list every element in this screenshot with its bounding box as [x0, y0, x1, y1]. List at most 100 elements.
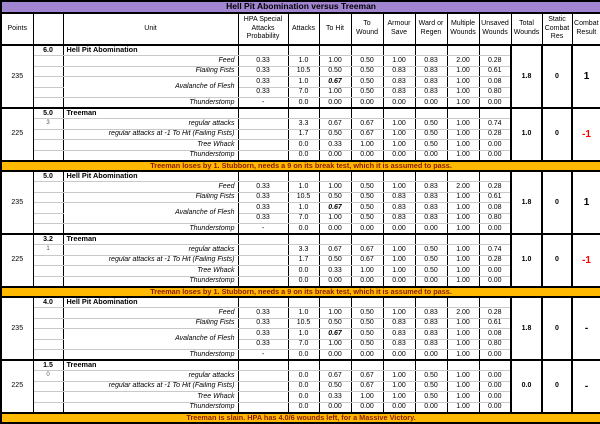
value-cell: 0.00 — [478, 401, 512, 413]
value-cell: 0.83 — [382, 191, 416, 203]
value-cell: 0.28 — [478, 307, 512, 319]
result-banner: Treeman is slain. HPA has 4.0/6 wounds l… — [0, 411, 600, 424]
attack-row: Thunderstomp 0.0 0.00 0.00 0.00 0.00 1.00 0.00 — [1, 149, 600, 161]
value-cell: 1.00 — [446, 370, 480, 382]
value-cell: 1.00 — [382, 139, 416, 151]
value-cell: 1.00 — [382, 380, 416, 392]
ratio-cell: 3.2 — [32, 233, 64, 245]
value-cell — [446, 359, 480, 371]
value-cell: 0.00 — [318, 223, 352, 235]
unit-name-cell: Hell Pit Abomination — [62, 296, 239, 308]
sub-count-cell — [32, 128, 64, 140]
value-cell: 0.00 — [478, 391, 512, 403]
column-header-row: Points Unit HPA Special Attacks Probabilit… — [0, 12, 600, 46]
attack-row: 0.33 7.0 1.00 0.50 0.83 0.83 1.00 0.80 — [1, 212, 600, 224]
value-cell — [318, 359, 352, 371]
value-cell: 0.33 — [237, 76, 289, 88]
ratio-cell: 6.0 — [32, 44, 64, 56]
value-cell: 1.00 — [446, 338, 480, 350]
value-cell: 0.00 — [478, 275, 512, 287]
value-cell: 1.00 — [350, 391, 384, 403]
column-header: Unit — [62, 12, 239, 46]
attack-row: Thunderstomp 0.0 0.00 0.00 0.00 0.00 1.00 0.00 — [1, 275, 600, 287]
column-header: Static Combat Res — [541, 12, 573, 46]
value-cell: 1.00 — [446, 244, 480, 256]
value-cell: 1.7 — [287, 254, 320, 266]
value-cell: 0.61 — [478, 317, 512, 329]
static-res-cell: 0 — [541, 170, 573, 235]
value-cell: 0.83 — [382, 338, 416, 350]
value-cell: 0.33 — [237, 55, 289, 67]
combat-result-cell: - — [570, 359, 600, 413]
total-wounds-cell: 0.0 — [510, 359, 543, 413]
value-cell: 0.50 — [350, 307, 384, 319]
sub-count-cell — [32, 191, 64, 203]
attack-name-cell: Thunderstomp — [62, 149, 239, 161]
points-cell: 235 — [0, 170, 34, 235]
value-cell — [350, 233, 384, 245]
value-cell: 0.00 — [478, 380, 512, 392]
total-wounds-cell: 1.8 — [510, 44, 543, 109]
value-cell: 0.67 — [318, 202, 352, 214]
value-cell: 0.50 — [318, 254, 352, 266]
value-cell: 0.74 — [478, 118, 512, 130]
value-cell: 0.67 — [318, 370, 352, 382]
value-cell: 1.00 — [382, 55, 416, 67]
sub-count-cell — [32, 149, 64, 161]
value-cell: 0.00 — [478, 265, 512, 277]
sub-count-cell — [32, 317, 64, 329]
value-cell: 0.83 — [382, 328, 416, 340]
value-cell: 0.50 — [350, 328, 384, 340]
banner-row: Treeman is slain. HPA has 4.0/6 wounds l… — [0, 411, 600, 424]
value-cell: 0.83 — [414, 202, 448, 214]
total-wounds-cell: 1.0 — [510, 107, 543, 161]
value-cell: 0.80 — [478, 212, 512, 224]
attack-name-cell: Flailing Fists — [62, 191, 239, 203]
value-cell: 10.5 — [287, 317, 320, 329]
value-cell: 0.33 — [237, 191, 289, 203]
value-cell: 0.50 — [350, 338, 384, 350]
value-cell — [318, 107, 352, 119]
ratio-cell: 5.0 — [32, 170, 64, 182]
value-cell: 0.08 — [478, 328, 512, 340]
sub-count-cell — [32, 202, 64, 214]
value-cell: 1.00 — [446, 401, 480, 413]
value-cell: 7.0 — [287, 86, 320, 98]
value-cell: 0.00 — [414, 223, 448, 235]
value-cell — [237, 391, 289, 403]
attack-row: Tree Whack 0.0 0.33 1.00 1.00 0.50 1.00 0.00 — [1, 391, 600, 403]
unit-name-cell: Treeman — [62, 107, 239, 119]
value-cell — [287, 233, 320, 245]
points-cell: 225 — [0, 233, 34, 287]
value-cell: 1.0 — [287, 307, 320, 319]
sub-count-cell: 0 — [32, 370, 64, 382]
value-cell: 0.33 — [237, 202, 289, 214]
value-cell: 0.0 — [287, 223, 320, 235]
attack-row: Thunderstomp 0.0 0.00 0.00 0.00 0.00 1.00 0.00 — [1, 401, 600, 413]
attack-name-cell: regular attacks — [62, 370, 239, 382]
attack-row: regular attacks at -1 To Hit (Failing Fi… — [1, 254, 600, 266]
value-cell: 1.0 — [287, 328, 320, 340]
value-cell: 1.00 — [318, 307, 352, 319]
value-cell: 0.50 — [414, 254, 448, 266]
value-cell: 1.00 — [318, 181, 352, 193]
unit-block-header-row: 225 3.2 Treeman 1.0 0 -1 — [0, 233, 600, 287]
value-cell: 0.83 — [382, 212, 416, 224]
ratio-cell: 1.5 — [32, 359, 64, 371]
value-cell — [414, 170, 448, 182]
value-cell — [237, 275, 289, 287]
value-cell: 0.83 — [414, 191, 448, 203]
combat-result-cell: - — [570, 296, 600, 361]
value-cell: 1.00 — [446, 76, 480, 88]
value-cell — [287, 359, 320, 371]
value-cell: 0.50 — [318, 380, 352, 392]
unit-block-header-row: 235 4.0 Hell Pit Abomination 1.8 0- — [0, 296, 600, 361]
value-cell — [478, 233, 512, 245]
value-cell: 0.00 — [414, 97, 448, 109]
value-cell: 0.80 — [478, 86, 512, 98]
attack-row: Thunderstomp -0.0 0.00 0.00 0.00 0.00 1.00 0.00 — [1, 223, 600, 235]
sub-count-cell — [32, 349, 64, 361]
column-header: HPA Special Attacks Probability — [237, 12, 289, 46]
value-cell — [414, 44, 448, 56]
column-header — [32, 12, 64, 46]
